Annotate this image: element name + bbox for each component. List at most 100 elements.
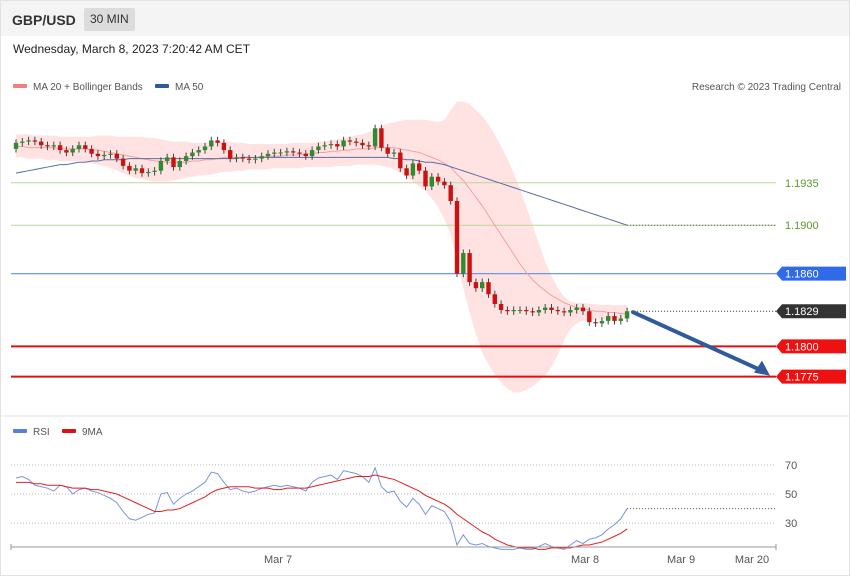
level-tag-label: 1.1829 <box>785 306 819 318</box>
candle-body <box>347 140 353 142</box>
candle-body <box>410 163 416 176</box>
candle-body <box>26 140 31 142</box>
forecast-arrow <box>631 310 770 376</box>
candle-body <box>492 294 497 304</box>
candle-body <box>505 310 510 312</box>
rsi-level-label: 50 <box>785 489 797 501</box>
forecast-arrow-shaft <box>631 310 764 373</box>
x-tick-label: Mar 8 <box>571 554 599 566</box>
candle-body <box>404 168 409 176</box>
candle-body <box>341 140 346 147</box>
x-tick-label: Mar 7 <box>264 554 292 566</box>
x-tick-label: Mar 9 <box>667 554 695 566</box>
datetime-label: Wednesday, March 8, 2023 7:20:42 AM CET <box>13 42 251 56</box>
candle-body <box>461 253 466 274</box>
candle-body <box>335 144 340 147</box>
ma9-legend-label: 9MA <box>82 427 103 438</box>
candle-body <box>454 200 460 274</box>
candle-body <box>57 145 63 151</box>
candle-body <box>265 153 271 157</box>
candle-body <box>228 150 233 159</box>
candle-body <box>328 144 334 146</box>
candle-body <box>133 168 138 171</box>
candle-body <box>183 156 189 161</box>
candle-body <box>580 307 586 312</box>
candle-body <box>114 153 119 159</box>
candle-body <box>246 158 252 160</box>
candle-body <box>391 152 397 154</box>
candle-body <box>543 307 548 311</box>
candle-body <box>20 141 25 143</box>
candle-body <box>322 145 327 147</box>
candle-body <box>486 282 491 295</box>
rsi-level-label: 30 <box>785 518 797 530</box>
candle-body <box>435 176 441 182</box>
candle-body <box>309 150 315 157</box>
candle-body <box>209 140 214 147</box>
candle-body <box>272 152 277 154</box>
rsi-line <box>15 466 628 550</box>
rsi-panel: 70 50 30 <box>11 460 797 550</box>
candle-body <box>108 153 113 155</box>
candle-body <box>171 157 176 168</box>
candle-body <box>429 176 434 187</box>
rsi-level-label: 70 <box>785 460 797 472</box>
candle-body <box>146 171 151 174</box>
level-tag-bg <box>776 369 846 384</box>
candle-body <box>574 307 579 311</box>
candle-body <box>32 140 38 142</box>
candle-body <box>316 146 321 151</box>
candle-body <box>624 311 630 319</box>
candle-body <box>568 310 573 313</box>
candle-body <box>372 128 378 147</box>
ma50-legend-label: MA 50 <box>175 82 204 93</box>
candle-body <box>417 163 422 171</box>
candle-body <box>606 316 611 321</box>
rsi-legend-swatch <box>13 429 27 433</box>
candle-body <box>498 303 504 311</box>
candle-body <box>102 154 107 157</box>
candle-body <box>549 307 554 311</box>
candle-body <box>259 156 264 159</box>
candle-body <box>240 157 245 159</box>
candle-body <box>291 151 296 153</box>
ma20-legend-label: MA 20 + Bollinger Bands <box>33 82 143 93</box>
candle-body <box>95 153 101 157</box>
candle-body <box>561 311 567 313</box>
level-label: 1.1900 <box>785 220 819 232</box>
candle-body <box>13 142 19 149</box>
candle-body <box>354 141 359 143</box>
forecast-arrow-head <box>754 360 770 376</box>
bollinger-band-area <box>16 101 628 393</box>
candle-body <box>221 142 227 151</box>
candle-body <box>366 145 371 147</box>
candle-body <box>177 161 182 168</box>
level-tag-bg <box>776 304 846 319</box>
candle-body <box>398 152 403 169</box>
candle-body <box>70 148 75 153</box>
candle-body <box>530 311 535 313</box>
candle-body <box>593 322 598 324</box>
candle-body <box>196 150 201 153</box>
ma20-legend-swatch <box>13 84 27 88</box>
candle-body <box>297 152 302 154</box>
candle-body <box>511 310 516 312</box>
support-resistance-levels <box>11 182 776 378</box>
candle-body <box>536 310 542 313</box>
candle-body <box>64 150 69 153</box>
level-tag-label: 1.1860 <box>785 269 819 281</box>
candle-body <box>555 310 560 312</box>
candle-body <box>385 147 390 154</box>
candle-body <box>587 311 592 323</box>
candle-body <box>284 151 290 153</box>
bollinger-bands <box>16 101 628 393</box>
candle-body <box>158 161 164 171</box>
candle-body <box>139 168 145 174</box>
timeframe-button[interactable]: 30 MIN <box>84 8 135 31</box>
level-label: 1.1935 <box>785 178 819 190</box>
level-tag-bg <box>776 339 846 354</box>
candle-body <box>599 320 605 324</box>
chart-header: GBP/USD 30 MIN <box>1 1 849 36</box>
candle-body <box>278 152 283 154</box>
